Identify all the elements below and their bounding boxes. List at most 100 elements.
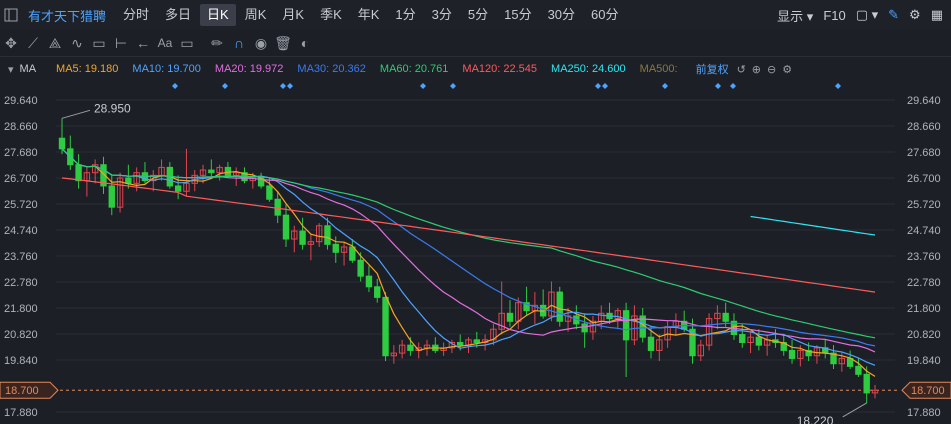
pen-icon[interactable]: ✏ bbox=[211, 34, 223, 51]
candle-body bbox=[224, 166, 232, 176]
candle-body bbox=[291, 230, 298, 240]
candle-body bbox=[647, 336, 655, 351]
settings-icon[interactable]: ⚙ bbox=[909, 7, 921, 22]
candle-body bbox=[183, 182, 190, 192]
adjust-label[interactable]: 前复权 bbox=[695, 64, 729, 76]
period-tab-11[interactable]: 30分 bbox=[547, 7, 576, 22]
wave-tool-icon[interactable]: ∿ bbox=[71, 34, 83, 51]
y-tick-label-left: 19.840 bbox=[4, 355, 38, 367]
period-tab-1[interactable]: 多日 bbox=[165, 7, 192, 22]
candle-body bbox=[523, 302, 530, 312]
candle-body bbox=[349, 246, 356, 261]
comment-tool-icon[interactable]: ▭ bbox=[180, 34, 194, 51]
multi-line-tool-icon[interactable]: ⟁ bbox=[48, 34, 62, 51]
period-tab-7[interactable]: 1分 bbox=[395, 7, 416, 22]
event-marker-icon bbox=[450, 83, 456, 89]
display-dropdown[interactable]: 显示 ▾ bbox=[777, 8, 814, 24]
sidebar-toggle-icon[interactable] bbox=[0, 4, 22, 26]
candle-body bbox=[739, 334, 746, 343]
period-tab-12[interactable]: 60分 bbox=[591, 7, 619, 22]
candle-body bbox=[805, 349, 812, 357]
trash-icon[interactable]: 🗑 bbox=[274, 34, 292, 51]
period-tab-0[interactable]: 分时 bbox=[123, 7, 150, 22]
period-tab-5[interactable]: 季K bbox=[320, 7, 342, 22]
period-tab-4[interactable]: 月K bbox=[282, 7, 305, 22]
y-tick-label-left: 26.700 bbox=[4, 173, 38, 185]
y-tick-label-right: 27.680 bbox=[907, 147, 941, 159]
text-tool-icon[interactable]: Aa bbox=[157, 36, 173, 50]
crosshair-icon[interactable]: ✥ bbox=[5, 34, 17, 51]
candle-body bbox=[788, 349, 796, 359]
chart-settings-icon[interactable]: ⚙ bbox=[782, 63, 793, 76]
eye-icon[interactable]: ◉ bbox=[254, 34, 268, 51]
period-tab-3[interactable]: 周K bbox=[244, 7, 267, 22]
candle-body bbox=[556, 291, 563, 322]
ma-value-0: MA5: 19.180 bbox=[56, 63, 119, 75]
candle-body bbox=[705, 318, 713, 346]
line-tool-icon[interactable]: ⟋ bbox=[28, 34, 38, 51]
ma-label: MA bbox=[19, 63, 37, 75]
y-tick-label-right: 19.840 bbox=[907, 355, 941, 367]
event-marker-icon bbox=[662, 83, 668, 89]
y-tick-label-right: 29.640 bbox=[907, 95, 941, 107]
grid-icon[interactable]: ▦ bbox=[930, 7, 943, 22]
max-price-label: 28.950 bbox=[94, 101, 131, 115]
collapse-icon[interactable]: ▾ bbox=[8, 63, 14, 76]
period-tab-6[interactable]: 年K bbox=[357, 7, 380, 22]
magnet-icon[interactable]: ∩ bbox=[233, 35, 245, 51]
candle-body bbox=[58, 137, 66, 150]
candlestick-chart[interactable]: 29.640 29.640 28.660 28.660 27.680 27.680 26.7… bbox=[0, 82, 951, 424]
candle-body bbox=[407, 344, 414, 351]
candle-body bbox=[340, 246, 348, 253]
range-tool-icon[interactable]: ⊢ bbox=[114, 34, 128, 51]
drawing-toolbar: ✥ ⟋ ⟁ ∿ ▭ ⊢ ← Aa ▭ ✏ ∩ ◉ 🗑 ◐ bbox=[0, 30, 951, 57]
candle-body bbox=[473, 339, 480, 343]
period-tab-9[interactable]: 5分 bbox=[467, 7, 489, 22]
event-marker-icon bbox=[222, 83, 228, 89]
ma-line-ma20 bbox=[61, 148, 876, 353]
candle-body bbox=[398, 344, 406, 354]
candle-body bbox=[75, 164, 82, 182]
ma-value-2: MA20: 19.972 bbox=[214, 63, 284, 75]
zoom-out-icon[interactable]: ⊖ bbox=[767, 63, 777, 76]
ma-line-ma60 bbox=[61, 148, 876, 339]
ma-value-5: MA120: 22.545 bbox=[462, 63, 538, 75]
y-tick-label-right: 20.820 bbox=[907, 329, 941, 341]
period-tab-8[interactable]: 3分 bbox=[431, 7, 452, 22]
period-tabs: 分时 多日 日K 周K 月K 季K 年K 1分 3分 5分 15分 30分 60分 bbox=[116, 4, 626, 26]
layout-icon[interactable]: ▢ ▾ bbox=[855, 7, 879, 22]
zoom-in-icon[interactable]: ⊕ bbox=[751, 63, 762, 76]
candle-body bbox=[324, 225, 331, 245]
candle-body bbox=[714, 312, 721, 320]
stock-name[interactable]: 有才天下猎聘 bbox=[28, 8, 107, 24]
current-price-label-left: 18.700 bbox=[5, 385, 39, 397]
period-tab-10[interactable]: 15分 bbox=[504, 7, 532, 22]
ma-line-ma120 bbox=[61, 177, 876, 293]
event-marker-icon bbox=[420, 83, 426, 89]
brush-icon[interactable]: ✎ bbox=[888, 7, 900, 22]
y-tick-label-left: 25.720 bbox=[4, 199, 38, 211]
min-pointer bbox=[842, 402, 867, 418]
period-tab-2[interactable]: 日K bbox=[200, 4, 236, 26]
candle-body bbox=[871, 389, 879, 394]
toggle-icon[interactable]: ◐ bbox=[300, 35, 310, 51]
reset-icon[interactable]: ↺ bbox=[736, 63, 746, 76]
candle-body bbox=[274, 198, 281, 216]
candle-body bbox=[174, 185, 182, 192]
event-marker-icon bbox=[730, 83, 736, 89]
y-tick-label-right: 26.700 bbox=[907, 173, 941, 185]
candle-body bbox=[357, 259, 364, 277]
candle-body bbox=[282, 214, 290, 240]
candle-body bbox=[797, 349, 804, 359]
y-tick-label-left: 22.780 bbox=[4, 277, 38, 289]
candle-body bbox=[722, 312, 729, 322]
f10-button[interactable]: F10 bbox=[823, 7, 846, 23]
y-tick-label-left: 20.820 bbox=[4, 329, 38, 341]
candle-body bbox=[548, 291, 555, 317]
candle-body bbox=[506, 312, 514, 322]
candle-body bbox=[622, 310, 630, 341]
rect-tool-icon[interactable]: ▭ bbox=[92, 34, 106, 51]
arrow-tool-icon[interactable]: ← bbox=[136, 35, 150, 51]
ma-value-7: MA500: bbox=[639, 63, 678, 75]
candle-body bbox=[216, 166, 223, 174]
